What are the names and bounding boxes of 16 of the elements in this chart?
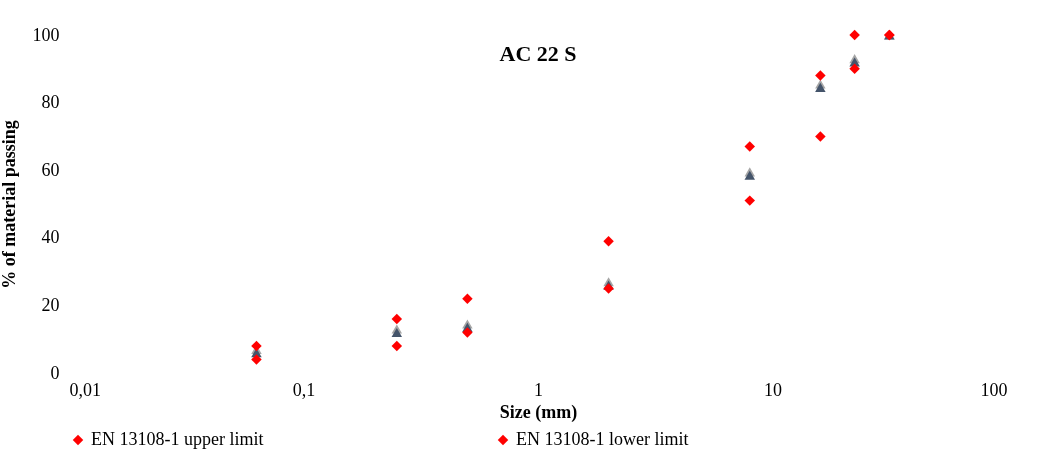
- x-tick-label: 0,01: [69, 379, 101, 400]
- x-tick-label: 1: [534, 379, 543, 400]
- x-tick-label: 10: [764, 379, 782, 400]
- y-tick-label: 80: [41, 92, 60, 113]
- chart-title: AC 22 S: [499, 41, 577, 66]
- legend-label: EN 13108-1 upper limit: [91, 429, 264, 449]
- y-tick-label: 60: [41, 159, 60, 180]
- y-tick-label: 0: [50, 362, 60, 383]
- x-tick-label: 100: [980, 379, 1008, 400]
- y-axis-title: % of material passing: [0, 120, 19, 289]
- y-tick-label: 40: [41, 227, 60, 248]
- x-axis-title: Size (mm): [499, 401, 578, 423]
- x-tick-label: 0,1: [292, 379, 316, 400]
- y-tick-label: 20: [41, 294, 60, 315]
- legend-label: EN 13108-1 lower limit: [516, 429, 689, 449]
- y-tick-label: 100: [32, 24, 60, 45]
